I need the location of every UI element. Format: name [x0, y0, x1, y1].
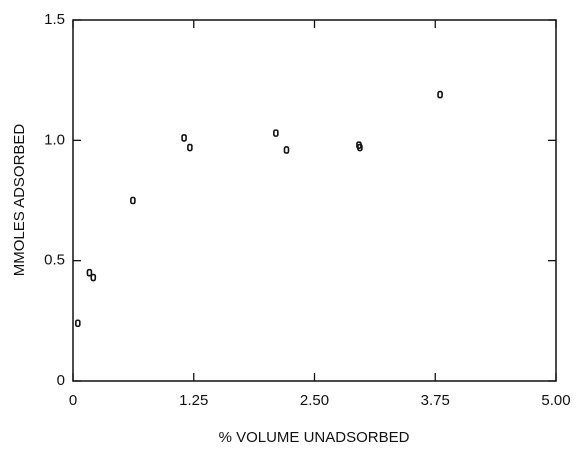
x-tick-label: 2.50 [300, 392, 329, 409]
point [187, 143, 193, 152]
x-axis-label: % VOLUME UNADSORBED [219, 429, 410, 446]
point [181, 134, 187, 142]
y-axis-label: MMOLES ADSORBED [11, 124, 28, 277]
point [130, 196, 136, 205]
point [90, 273, 97, 282]
y-tick-label: 1.0 [44, 131, 65, 148]
point [75, 319, 81, 328]
y-tick-label: 0 [57, 372, 65, 389]
point [437, 90, 443, 99]
plot-frame [72, 19, 557, 382]
y-tick-label: 1.5 [44, 11, 65, 28]
point [283, 146, 290, 154]
point [357, 143, 363, 152]
x-tick-label: 5.00 [541, 392, 570, 409]
x-tick-label: 1.25 [179, 392, 208, 409]
point [86, 268, 93, 277]
x-tick-label: 0 [69, 392, 77, 409]
x-tick-label: 3.75 [421, 392, 450, 409]
y-tick-label: 0.5 [44, 252, 65, 269]
point [273, 129, 279, 137]
